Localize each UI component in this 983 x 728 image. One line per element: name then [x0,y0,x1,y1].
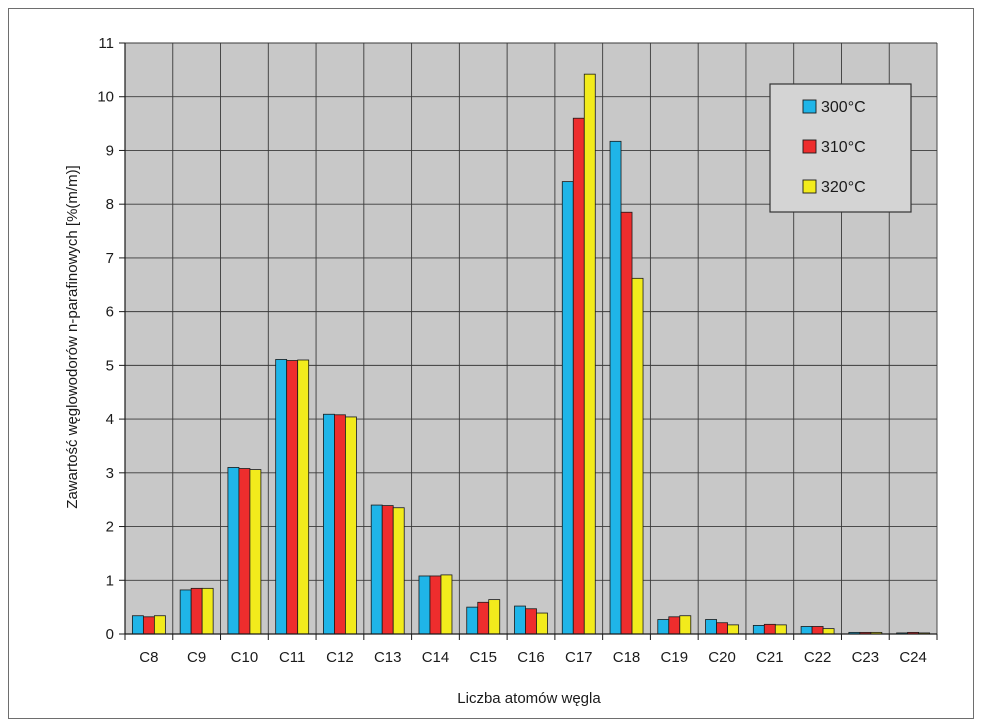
bar-C13-320°C [392,507,405,635]
bar-C19-300°C [657,619,670,635]
y-tick-label: 7 [106,250,114,267]
bar-C21-320°C [774,624,787,635]
x-tick-label: C22 [804,649,832,666]
bar-C17-320°C [583,73,596,635]
bar-C12-310°C [334,414,346,635]
bar-C18-310°C [620,211,633,635]
bar-C18-320°C [631,277,644,635]
x-tick-label: C16 [517,649,545,666]
y-tick-label: 3 [106,465,114,482]
bar-C8-310°C [142,616,155,635]
bar-C13-300°C [370,504,383,635]
y-tick-label: 6 [106,304,114,321]
legend-swatch-300°C [802,99,817,114]
x-tick-label: C12 [326,649,354,666]
y-axis-label: Zawartość węglowodorów n-parafinowych [%… [64,165,81,508]
bar-C14-300°C [418,575,431,635]
y-tick-label: 1 [106,572,114,589]
bar-C11-300°C [275,359,288,635]
x-tick-label: C11 [279,649,305,666]
y-tick-label: 8 [106,196,114,213]
bar-C15-310°C [477,601,490,635]
x-tick-label: C18 [613,649,641,666]
y-tick-label: 0 [106,626,114,643]
bar-C19-310°C [668,616,681,635]
y-tick-label: 10 [97,89,114,106]
bar-C20-300°C [705,619,717,635]
y-tick-label: 4 [106,411,114,428]
x-tick-label: C21 [756,649,784,666]
x-tick-label: C14 [422,649,450,666]
bar-C20-310°C [716,622,728,635]
bar-C11-310°C [286,360,299,635]
bar-C17-300°C [561,181,574,635]
bar-C9-300°C [179,589,192,635]
bar-C14-310°C [429,575,442,635]
bar-C11-320°C [297,359,310,635]
x-tick-label: C17 [565,649,593,666]
x-axis-label: Liczba atomów węgla [457,690,601,707]
bar-C9-310°C [190,587,203,635]
legend-label-310°C: 310°C [821,139,866,156]
bar-C22-320°C [822,628,835,635]
legend-swatch-320°C [802,179,817,194]
bar-C15-320°C [488,599,501,635]
bar-C10-320°C [249,469,262,635]
bar-C22-300°C [800,626,813,635]
legend-box [769,83,912,213]
bar-C19-320°C [679,615,692,635]
bar-C14-320°C [440,574,453,635]
bar-C9-320°C [201,587,214,635]
bar-C21-310°C [763,623,776,635]
bar-C16-310°C [525,608,537,635]
y-tick-label: 9 [106,142,114,159]
bar-C10-300°C [227,467,240,635]
x-tick-label: C9 [187,649,206,666]
bar-C16-300°C [514,605,526,635]
bar-C16-320°C [536,612,548,635]
bar-C10-310°C [238,468,251,635]
x-tick-label: C15 [469,649,497,666]
bar-C8-300°C [131,615,144,635]
bar-C13-310°C [381,505,394,635]
legend: 300°C 310°C 320°C [769,83,912,213]
legend-label-320°C: 320°C [821,179,866,196]
legend-label-300°C: 300°C [821,99,866,116]
x-tick-label: C24 [899,649,927,666]
y-tick-label: 2 [106,519,114,536]
x-tick-label: C8 [139,649,158,666]
y-tick-label: 5 [106,357,114,374]
x-tick-label: C20 [708,649,736,666]
x-tick-label: C10 [231,649,259,666]
x-tick-label: C13 [374,649,402,666]
bar-C20-320°C [727,624,739,635]
legend-swatch-310°C [802,139,817,154]
bar-C8-320°C [153,615,166,635]
bar-C21-300°C [752,625,765,635]
x-tick-label: C19 [661,649,689,666]
y-tick-label: 11 [98,35,114,52]
x-tick-label: C23 [852,649,880,666]
bar-C17-310°C [572,117,585,635]
bar-C12-300°C [323,413,335,635]
bar-C15-300°C [466,606,479,635]
bar-C12-320°C [345,416,357,635]
bar-C22-310°C [811,626,824,635]
bar-C18-300°C [609,140,622,635]
